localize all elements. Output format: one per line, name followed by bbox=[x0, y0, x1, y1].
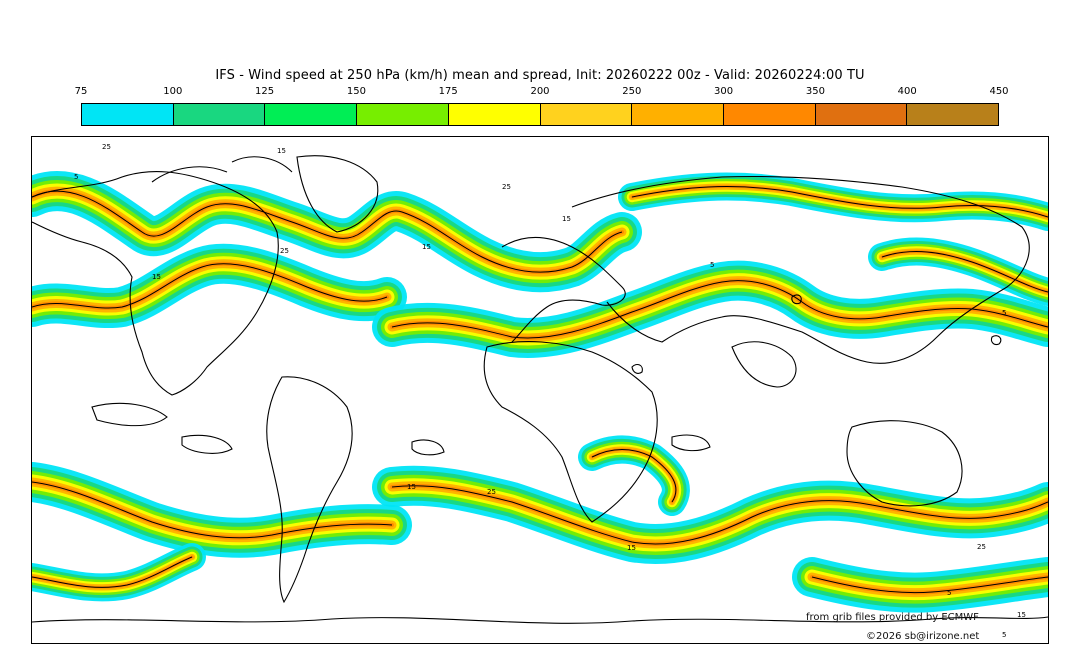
contour-value-label: 5 bbox=[947, 589, 951, 597]
chart-title: IFS - Wind speed at 250 hPa (km/h) mean … bbox=[215, 68, 865, 83]
colorbar-tick-label: 200 bbox=[530, 86, 550, 97]
colorbar-segment bbox=[448, 104, 541, 125]
colorbar-segment bbox=[815, 104, 908, 125]
spread-contour bbox=[32, 481, 393, 539]
contour-value-label: 15 bbox=[627, 544, 636, 552]
colorbar-tick-label: 300 bbox=[714, 86, 734, 97]
contour-value-label: 25 bbox=[280, 247, 289, 255]
contour-value-label: 5 bbox=[1002, 631, 1006, 639]
spread-contour bbox=[811, 576, 1048, 594]
colorbar-tick-label: 250 bbox=[622, 86, 642, 97]
contour-value-label: 15 bbox=[422, 243, 431, 251]
contour-value-label: 15 bbox=[407, 483, 416, 491]
contour-labels: 5 15 25 15 25 15 5 5 25 15 15 25 15 25 5 15 5 bbox=[74, 143, 1026, 639]
colorbar-tick-label: 450 bbox=[989, 86, 1009, 97]
colorbar-tick-label: 125 bbox=[255, 86, 275, 97]
contour-value-label: 15 bbox=[277, 147, 286, 155]
contour-value-label: 25 bbox=[102, 143, 111, 151]
colorbar-tick-label: 175 bbox=[438, 86, 458, 97]
contour-value-label: 15 bbox=[562, 215, 571, 223]
spread-contour bbox=[631, 186, 1048, 218]
spread-contour bbox=[391, 280, 1048, 339]
colorbar-tick-label: 75 bbox=[74, 86, 88, 97]
colorbar-segment bbox=[265, 104, 358, 125]
spread-contour bbox=[881, 251, 1048, 293]
colorbar-segment bbox=[723, 104, 816, 125]
colorbar-legend bbox=[81, 103, 999, 126]
wind-speed-map: 5 15 25 15 25 15 5 5 25 15 15 25 15 25 5 15 5 bbox=[31, 136, 1049, 644]
contour-value-label: 25 bbox=[977, 543, 986, 551]
coastlines bbox=[32, 155, 1048, 624]
contour-value-label: 15 bbox=[1017, 611, 1026, 619]
colorbar-segment bbox=[82, 104, 174, 125]
colorbar-segment bbox=[540, 104, 633, 125]
colorbar-segment bbox=[173, 104, 266, 125]
contour-value-label: 15 bbox=[152, 273, 161, 281]
map-canvas: 5 15 25 15 25 15 5 5 25 15 15 25 15 25 5 15 5 bbox=[32, 143, 1048, 639]
colorbar-tick-label: 350 bbox=[805, 86, 825, 97]
data-source-credit: from grib files provided by ECMWF bbox=[806, 612, 979, 623]
colorbar-tick-label: 150 bbox=[346, 86, 366, 97]
spread-contour bbox=[32, 263, 388, 309]
contour-value-label: 25 bbox=[487, 488, 496, 496]
colorbar-segment bbox=[907, 104, 999, 125]
copyright-credit: ©2026 sb@irizone.net bbox=[866, 631, 980, 642]
colorbar-tick-labels: 75 100 125 150 175 200 250 300 350 400 450 bbox=[75, 86, 1009, 100]
spread-contour bbox=[32, 190, 623, 273]
colorbar-tick-label: 400 bbox=[897, 86, 917, 97]
colorbar-segment bbox=[632, 104, 724, 125]
spread-contour bbox=[32, 556, 193, 588]
colorbar-tick-label: 100 bbox=[163, 86, 183, 97]
spread-contour bbox=[591, 449, 677, 503]
contour-value-label: 5 bbox=[74, 173, 78, 181]
jet-stream-bands bbox=[32, 171, 1048, 613]
colorbar-segment bbox=[357, 104, 449, 125]
contour-value-label: 5 bbox=[710, 261, 714, 269]
contour-value-label: 5 bbox=[1002, 309, 1006, 317]
contour-value-label: 25 bbox=[502, 183, 511, 191]
spread-contour bbox=[391, 485, 1048, 545]
